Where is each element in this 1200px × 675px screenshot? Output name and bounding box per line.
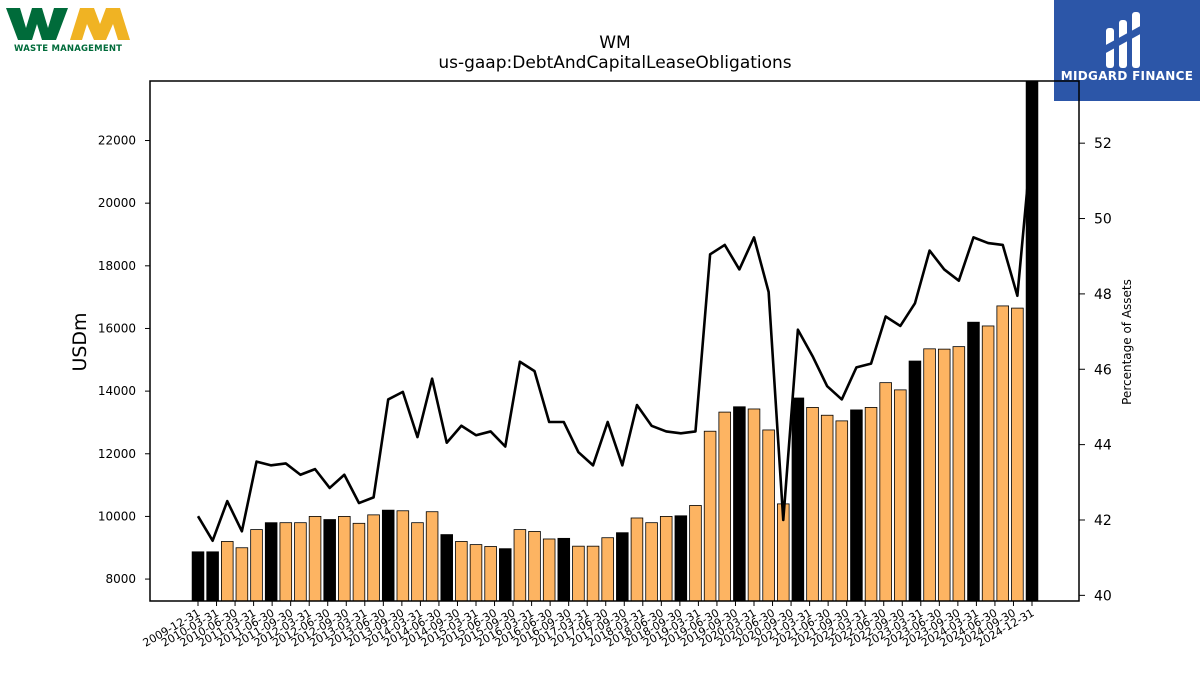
bar-quarterly xyxy=(835,420,849,602)
bar-annual xyxy=(674,515,688,602)
y-tick-label: 16000 xyxy=(98,321,136,335)
midgard-logo-arrow xyxy=(1104,24,1144,54)
bar-quarterly xyxy=(542,538,556,602)
wm-logo-w xyxy=(6,8,68,40)
y2-tick-label: 52 xyxy=(1094,136,1112,152)
bar-quarterly xyxy=(864,407,878,602)
bar-quarterly xyxy=(586,545,600,602)
y2-tick-label: 46 xyxy=(1094,362,1112,378)
bar-quarterly xyxy=(572,545,585,602)
bar-quarterly xyxy=(703,430,717,602)
bar-quarterly xyxy=(221,541,234,602)
bar-annual xyxy=(1025,80,1039,602)
bar-quarterly xyxy=(630,517,644,602)
bar-annual xyxy=(323,519,336,602)
plot-frame xyxy=(149,80,1080,602)
bar-quarterly xyxy=(689,505,702,602)
bar-quarterly xyxy=(659,516,673,602)
bar-annual xyxy=(191,551,205,602)
bar-quarterly xyxy=(806,407,819,602)
chart-subtitle: us-gaap:DebtAndCapitalLeaseObligations xyxy=(438,53,791,73)
wm-logo-m xyxy=(70,8,130,40)
bar-annual xyxy=(850,409,863,602)
bar-quarterly xyxy=(528,531,541,602)
bar-quarterly xyxy=(235,547,249,602)
chart-title: WM xyxy=(599,33,630,53)
bar-annual xyxy=(967,321,980,602)
bar-quarterly xyxy=(937,348,951,602)
bar-quarterly xyxy=(513,529,527,602)
bar-annual xyxy=(264,522,278,602)
y2-tick-label: 50 xyxy=(1094,212,1112,228)
bar-quarterly xyxy=(718,411,731,602)
y-tick-label: 18000 xyxy=(98,259,136,273)
bar-annual xyxy=(908,360,922,602)
bar-quarterly xyxy=(762,429,775,602)
y-tick-label: 22000 xyxy=(98,134,136,148)
bar-annual xyxy=(381,509,395,602)
midgard-logo: MIDGARD FINANCE xyxy=(1054,0,1200,101)
bar-quarterly xyxy=(645,522,658,602)
percent-assets-line xyxy=(196,137,1034,543)
bar-quarterly xyxy=(996,305,1009,602)
bar-quarterly xyxy=(1011,307,1024,602)
bar-quarterly xyxy=(250,529,263,602)
bar-annual xyxy=(557,537,571,602)
bar-quarterly xyxy=(952,346,966,602)
y2-axis-label: Percentage of Assets xyxy=(1120,279,1134,405)
bar-quarterly xyxy=(601,537,614,602)
y2-tick-label: 40 xyxy=(1094,588,1112,604)
bar-quarterly xyxy=(455,541,468,602)
y-tick-label: 14000 xyxy=(98,384,136,398)
bar-quarterly xyxy=(352,522,366,602)
y-tick-label: 12000 xyxy=(98,447,136,461)
wm-logo-text: WASTE MANAGEMENT xyxy=(14,44,123,54)
bar-annual xyxy=(440,534,453,602)
bar-quarterly xyxy=(411,522,424,602)
bar-annual xyxy=(499,548,512,602)
bar-annual xyxy=(616,532,629,602)
bar-quarterly xyxy=(396,510,410,602)
bar-quarterly xyxy=(820,414,834,602)
bar-quarterly xyxy=(338,516,351,602)
bar-quarterly xyxy=(747,408,761,602)
bar-quarterly xyxy=(923,348,936,602)
bar-quarterly xyxy=(469,544,483,602)
midgard-logo-text: MIDGARD FINANCE xyxy=(1060,69,1194,83)
bar-annual xyxy=(733,406,746,602)
bar-quarterly xyxy=(294,522,307,602)
y2-tick-label: 48 xyxy=(1094,287,1112,303)
y2-tick-label: 44 xyxy=(1094,438,1112,454)
y-tick-label: 10000 xyxy=(98,509,136,523)
bar-quarterly xyxy=(981,325,995,602)
bar-annual xyxy=(206,551,219,602)
y-tick-label: 8000 xyxy=(105,572,136,586)
bar-quarterly xyxy=(279,522,293,602)
y-axis-label: USDm xyxy=(69,312,91,371)
bar-quarterly xyxy=(879,382,892,602)
bar-quarterly xyxy=(484,546,497,602)
y-tick-label: 20000 xyxy=(98,196,136,210)
midgard-logo-bar-mid xyxy=(1119,20,1127,68)
bar-quarterly xyxy=(367,514,380,602)
y2-tick-label: 42 xyxy=(1094,513,1112,529)
bar-quarterly xyxy=(308,516,322,602)
bar-quarterly xyxy=(894,389,907,602)
bar-quarterly xyxy=(425,511,439,602)
wm-logo: WASTE MANAGEMENT xyxy=(6,6,138,54)
bar-annual xyxy=(791,397,805,602)
midgard-logo-bar-right xyxy=(1132,12,1140,68)
